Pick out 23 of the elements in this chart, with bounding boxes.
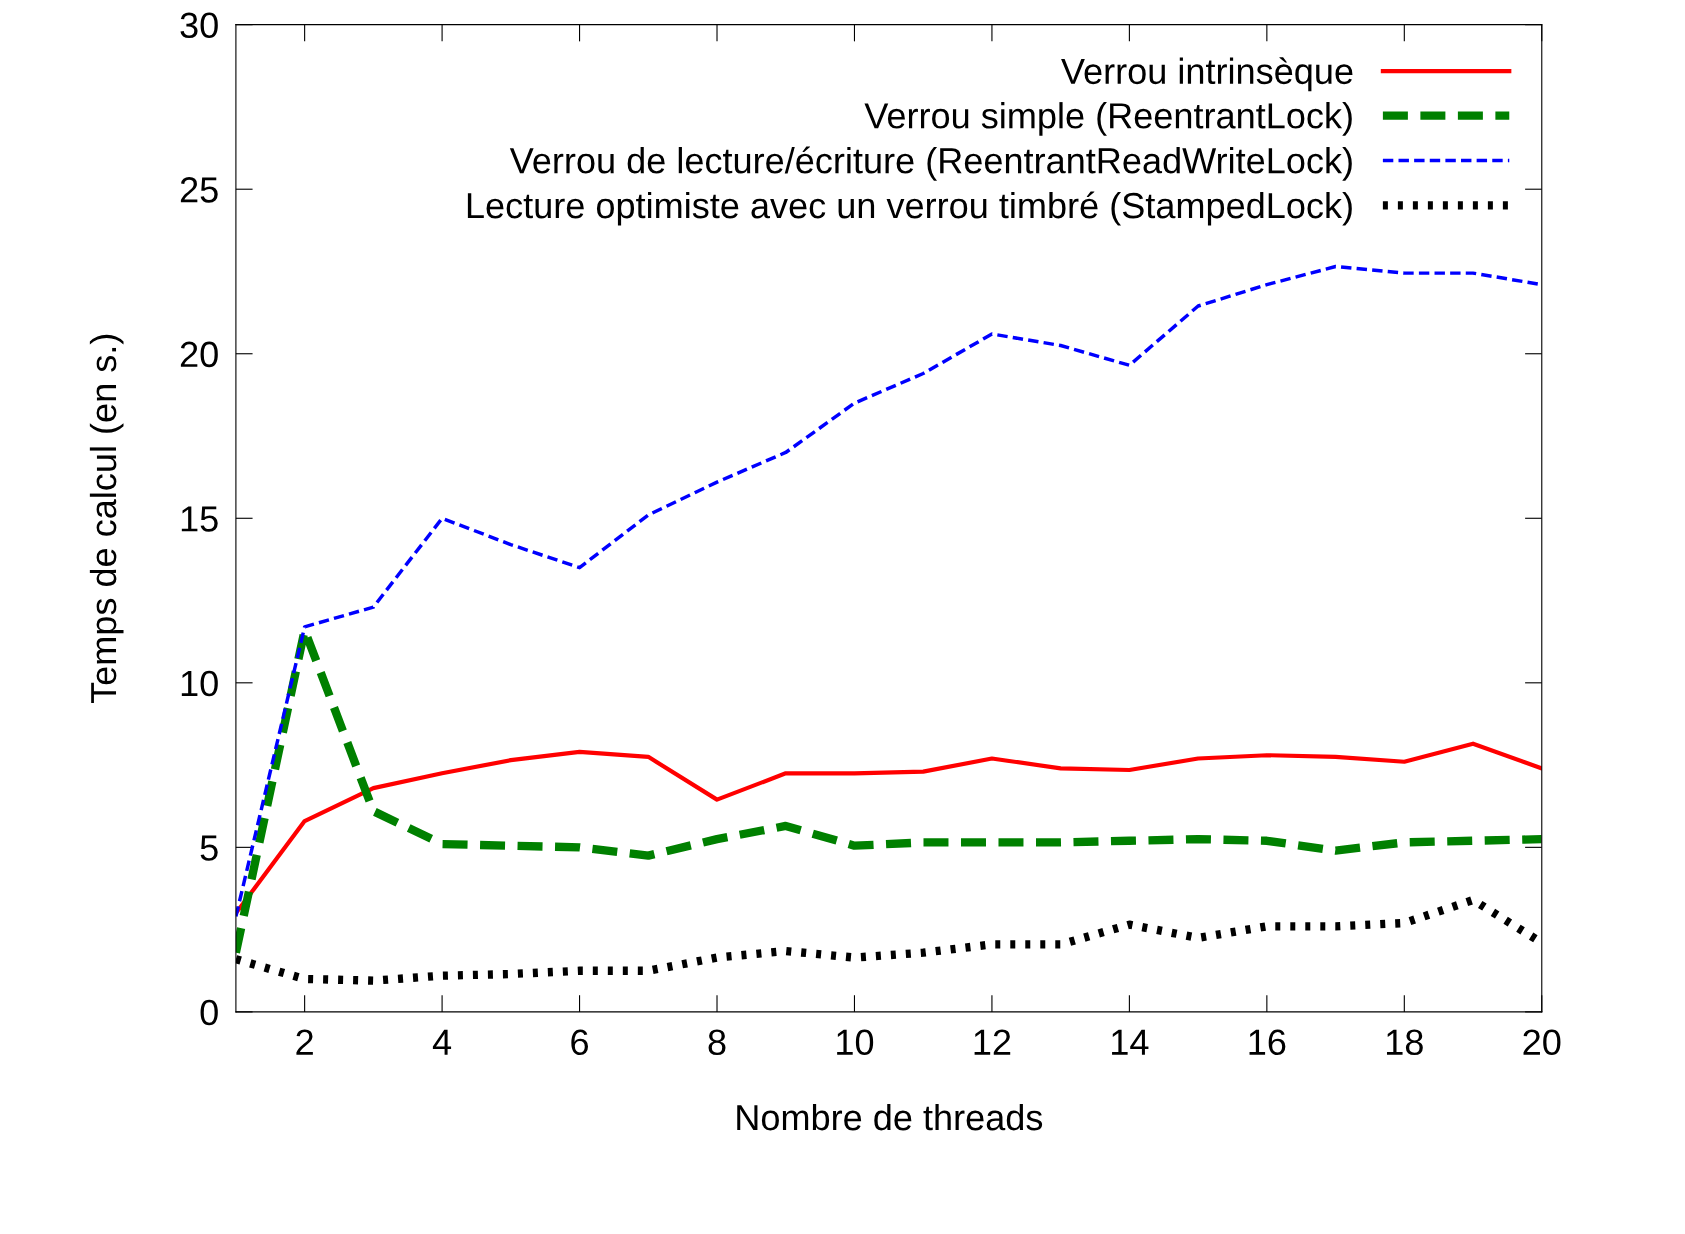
y-tick-label: 15 [181,506,218,532]
y-tick-label: 30 [180,12,218,39]
legend-label: Verrou simple (ReentrantLock) [864,102,1352,136]
x-tick-label: 20 [1523,1029,1561,1056]
x-tick-label: 12 [974,1029,1011,1055]
x-tick-label: 14 [1112,1029,1149,1055]
x-tick-label: 2 [296,1029,313,1055]
y-axis-title: Temps de calcul (en s.) [89,334,124,704]
y-tick-label: 10 [181,670,218,697]
x-tick-label: 6 [571,1029,589,1056]
y-tick-label: 20 [180,341,218,368]
x-axis-title: Nombre de threads [737,1103,1043,1131]
y-tick-label: 5 [200,835,218,861]
x-tick-label: 18 [1386,1029,1423,1056]
x-tick-label: 16 [1249,1029,1286,1056]
x-tick-label: 10 [837,1029,874,1056]
x-tick-label: 4 [432,1029,452,1055]
y-tick-label: 25 [180,177,218,203]
y-tick-label: 0 [200,999,218,1026]
legend-label: Verrou de lecture/écriture (ReentrantReadWriteLock) [509,146,1352,181]
legend-label: Verrou intrinsèque [1061,57,1353,92]
legend-label: Lecture optimiste avec un verrou timbré (StampedLock) [467,191,1352,226]
x-tick-label: 8 [708,1029,726,1056]
